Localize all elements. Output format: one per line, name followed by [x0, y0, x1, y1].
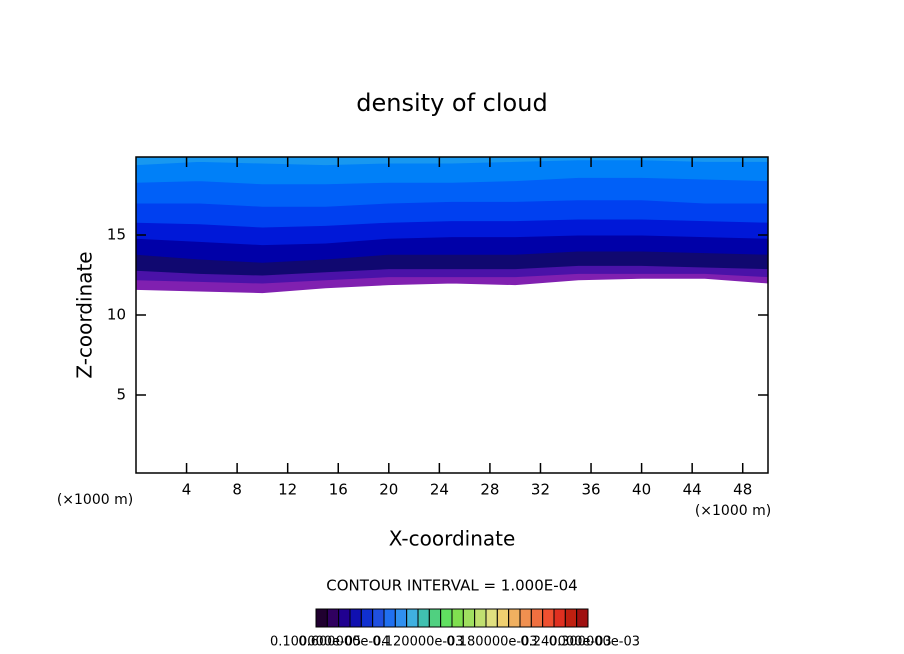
colorbar-cell — [349, 608, 362, 628]
x-tick-label: 40 — [632, 481, 651, 499]
colorbar-label: 0.240000e-03 — [520, 635, 611, 650]
colorbar-cell — [474, 608, 487, 628]
x-tick-label: 36 — [581, 481, 600, 499]
colorbar-cell — [508, 608, 521, 628]
x-tick-label: 8 — [232, 481, 242, 499]
x-tick-label: 48 — [733, 481, 752, 499]
colorbar-cell — [553, 608, 566, 628]
colorbar-cell — [394, 608, 408, 628]
x-tick-label: 28 — [480, 481, 499, 499]
annotation: CONTOUR INTERVAL = 1.000E-04 — [326, 577, 577, 595]
colorbar-cell — [428, 608, 442, 628]
y-tick-label: 10 — [107, 306, 126, 324]
y-axis-label: Z-coordinate — [73, 251, 97, 378]
x-tick-label: 4 — [182, 481, 192, 499]
colorbar-cell — [564, 608, 578, 628]
colorbar-label: 0.300000e-03 — [549, 635, 640, 650]
x-tick-label: 20 — [379, 481, 398, 499]
colorbar-cell — [462, 608, 476, 628]
colorbar-label: 0.180000e-03 — [446, 635, 537, 650]
colorbar-label: 0.100000e-05 — [270, 635, 361, 650]
colorbar-label: 0.600000e-04 — [298, 635, 389, 650]
colorbar-cell — [485, 608, 498, 628]
colorbar-cell — [530, 608, 544, 628]
colorbar-cell — [372, 608, 385, 628]
x-unit-label: (×1000 m) — [57, 492, 133, 508]
colorbar-cell — [338, 608, 351, 628]
x-tick-label: 24 — [430, 481, 449, 499]
colorbar-cell — [451, 608, 464, 628]
colorbar-cell — [326, 608, 340, 628]
colorbar-cell — [383, 608, 396, 628]
y-tick-label: 15 — [107, 226, 126, 244]
x-unit-label: (×1000 m) — [695, 503, 771, 519]
x-tick-label: 44 — [683, 481, 702, 499]
colorbar-cell — [542, 608, 555, 628]
x-axis-label: X-coordinate — [389, 527, 516, 551]
colorbar-label: 0.120000e-03 — [372, 635, 463, 650]
colorbar-cell — [315, 608, 328, 628]
x-tick-label: 12 — [278, 481, 297, 499]
colorbar-cell — [440, 608, 453, 628]
colorbar-cell — [406, 608, 419, 628]
x-tick-label: 16 — [329, 481, 348, 499]
colorbar-cell — [417, 608, 430, 628]
colorbar-cell — [519, 608, 532, 628]
x-tick-label: 32 — [531, 481, 550, 499]
colorbar-cell — [360, 608, 374, 628]
y-tick-label: 5 — [116, 386, 126, 404]
chart-title: density of cloud — [356, 89, 547, 117]
colorbar-cell — [576, 608, 589, 628]
colorbar-cell — [496, 608, 510, 628]
